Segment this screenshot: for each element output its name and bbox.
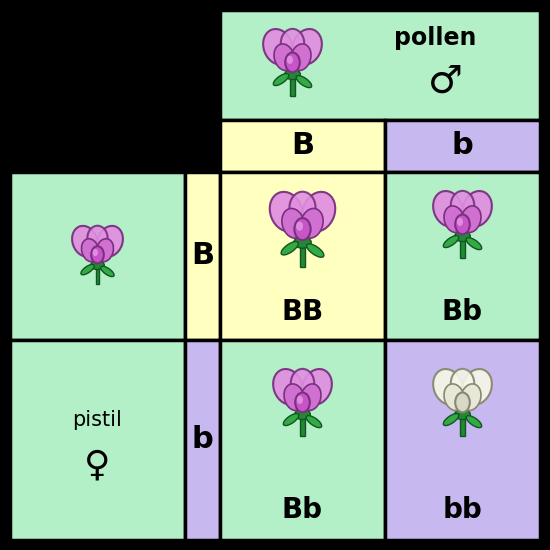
Bar: [10, 10, 220, 172]
Ellipse shape: [302, 369, 332, 405]
Bar: [220, 340, 385, 540]
Ellipse shape: [295, 393, 310, 412]
Text: pollen: pollen: [394, 26, 476, 50]
Ellipse shape: [455, 409, 470, 420]
Ellipse shape: [466, 416, 482, 428]
Bar: [96, 264, 100, 284]
Ellipse shape: [455, 214, 470, 234]
Text: ♀: ♀: [84, 448, 111, 482]
Ellipse shape: [91, 246, 104, 263]
Ellipse shape: [285, 69, 300, 80]
Ellipse shape: [289, 192, 316, 224]
Ellipse shape: [297, 395, 303, 404]
Text: Bb: Bb: [282, 496, 323, 524]
Ellipse shape: [444, 206, 464, 233]
Bar: [10, 120, 220, 172]
Ellipse shape: [462, 191, 492, 227]
Ellipse shape: [270, 192, 303, 232]
Ellipse shape: [444, 384, 464, 410]
Ellipse shape: [455, 393, 470, 412]
Ellipse shape: [92, 249, 98, 256]
Ellipse shape: [295, 409, 310, 420]
Ellipse shape: [461, 384, 481, 410]
Ellipse shape: [283, 414, 299, 426]
Ellipse shape: [461, 206, 481, 233]
Ellipse shape: [281, 29, 304, 57]
Bar: [10, 340, 185, 540]
Ellipse shape: [294, 236, 311, 248]
Ellipse shape: [451, 191, 474, 219]
Ellipse shape: [72, 226, 98, 257]
Text: ♂: ♂: [427, 63, 463, 101]
Ellipse shape: [301, 384, 321, 410]
Text: B: B: [191, 241, 214, 271]
Ellipse shape: [81, 265, 94, 275]
Ellipse shape: [296, 76, 312, 87]
Ellipse shape: [307, 244, 324, 257]
Bar: [10, 172, 185, 340]
Ellipse shape: [443, 235, 459, 248]
Text: pistil: pistil: [73, 410, 123, 430]
Ellipse shape: [294, 218, 311, 240]
Ellipse shape: [433, 369, 463, 405]
Ellipse shape: [87, 226, 108, 250]
Bar: [460, 413, 465, 436]
Ellipse shape: [285, 52, 300, 72]
Ellipse shape: [466, 238, 482, 250]
Bar: [460, 235, 465, 258]
Ellipse shape: [296, 222, 303, 231]
Ellipse shape: [433, 191, 463, 227]
Bar: [385, 340, 540, 540]
Ellipse shape: [455, 231, 470, 241]
Ellipse shape: [263, 29, 293, 64]
Text: b: b: [452, 131, 474, 161]
Ellipse shape: [96, 239, 113, 262]
Ellipse shape: [284, 384, 304, 410]
Ellipse shape: [462, 369, 492, 405]
Bar: [220, 120, 385, 172]
Ellipse shape: [302, 192, 336, 232]
Ellipse shape: [273, 369, 303, 405]
Ellipse shape: [91, 261, 104, 270]
Ellipse shape: [290, 44, 311, 70]
Ellipse shape: [281, 241, 298, 255]
Ellipse shape: [292, 29, 322, 64]
Text: b: b: [191, 426, 213, 454]
Ellipse shape: [273, 74, 289, 86]
Text: BB: BB: [282, 298, 323, 326]
Bar: [385, 172, 540, 340]
Ellipse shape: [287, 56, 293, 64]
Bar: [185, 340, 220, 540]
Text: B: B: [291, 131, 314, 161]
Bar: [300, 241, 305, 267]
Ellipse shape: [101, 266, 114, 277]
Bar: [300, 413, 305, 436]
Ellipse shape: [451, 369, 474, 398]
Bar: [220, 172, 385, 340]
Ellipse shape: [443, 414, 459, 426]
Ellipse shape: [81, 239, 99, 262]
Text: bb: bb: [443, 496, 482, 524]
Bar: [290, 73, 295, 96]
Bar: [385, 120, 540, 172]
Ellipse shape: [291, 369, 314, 398]
Text: Bb: Bb: [442, 298, 483, 326]
Ellipse shape: [457, 218, 463, 226]
Bar: [185, 172, 220, 340]
Bar: [220, 10, 540, 120]
Ellipse shape: [300, 208, 323, 238]
Ellipse shape: [306, 416, 322, 428]
Ellipse shape: [282, 208, 305, 238]
Ellipse shape: [274, 44, 294, 70]
Ellipse shape: [97, 226, 123, 257]
